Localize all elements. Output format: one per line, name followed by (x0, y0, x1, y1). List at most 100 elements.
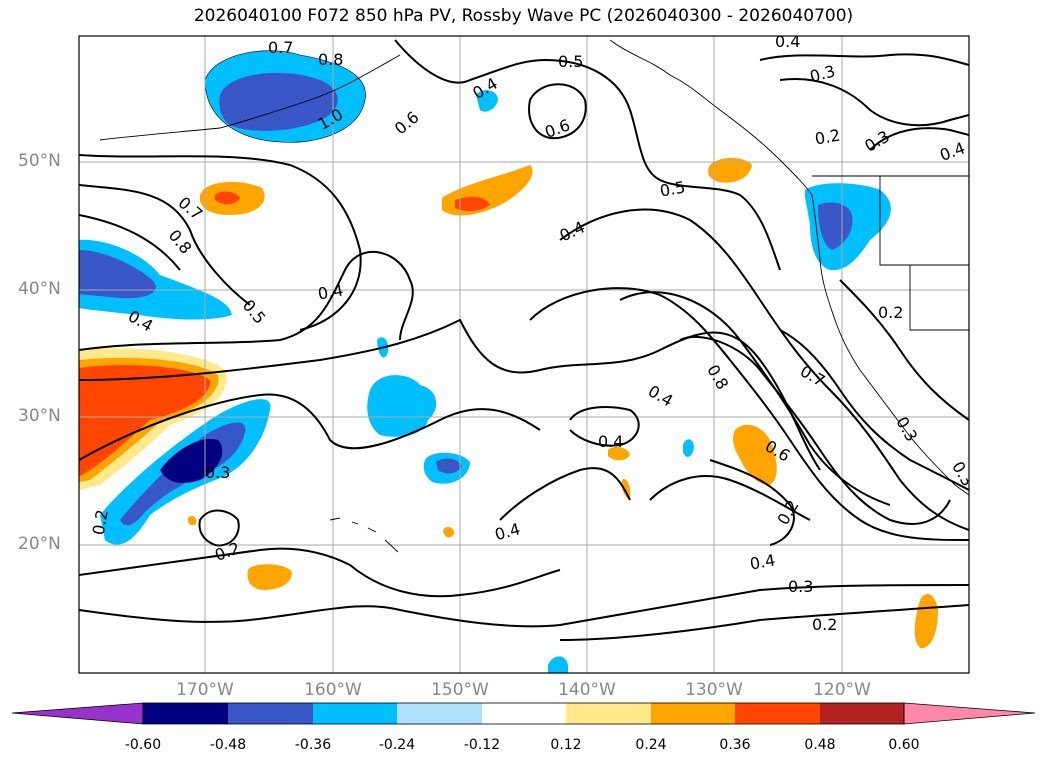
contour-7 (79, 547, 561, 598)
chart-title: 2026040100 F072 850 hPa PV, Rossby Wave … (193, 6, 854, 26)
contour-label: 0.4 (598, 432, 623, 451)
contour-14 (679, 335, 951, 525)
colorbar-tick: -0.60 (124, 737, 162, 753)
pv-contours (79, 39, 969, 641)
contour-label: 0.3 (205, 463, 230, 482)
contour-label: 0.2 (212, 538, 242, 565)
contour-8 (79, 584, 969, 628)
colorbar-tick: 0.48 (804, 737, 836, 753)
colorbar-tick: -0.36 (294, 737, 332, 753)
contour-label: 0.2 (813, 125, 841, 148)
fill-neg-small-4 (548, 656, 568, 673)
lat-label-20n: 20°N (18, 534, 61, 554)
colorbar-seg (228, 703, 313, 724)
lon-label-140w: 140°W (558, 680, 616, 700)
fill-pos-se (733, 424, 777, 485)
colorbar-tick: 0.12 (550, 737, 582, 753)
colorbar-tick: -0.24 (378, 737, 416, 753)
colorbar-seg (143, 703, 228, 724)
colorbar-tick: -0.48 (209, 737, 247, 753)
fill-pos-west-core (79, 365, 211, 476)
fill-pos-central-core (455, 196, 490, 212)
colorbar-tick: 0.36 (719, 737, 751, 753)
colorbar (11, 702, 1036, 725)
colorbar-frame (142, 702, 905, 725)
fill-pos-small-4 (443, 527, 455, 538)
contour-10 (394, 39, 781, 271)
colorbar-seg (735, 703, 820, 724)
contour-5 (79, 318, 821, 471)
contour-18 (869, 127, 969, 151)
colorbar-seg (482, 703, 566, 724)
colorbar-seg (313, 703, 397, 724)
lon-label-170w: 170°W (176, 680, 234, 700)
contour-17 (779, 78, 969, 127)
contour-label: 0.4 (748, 550, 776, 573)
contour-13 (529, 287, 969, 541)
us-border (812, 175, 969, 331)
contour-1 (79, 154, 362, 331)
hawaii-islands (329, 517, 399, 553)
lon-label-160w: 160°W (304, 680, 362, 700)
fill-pos-far-se (914, 594, 938, 649)
contour-label: 0.6 (391, 107, 423, 138)
fill-neg-sw-core (160, 439, 223, 483)
contour-4 (79, 251, 414, 351)
contour-label: 0.3 (948, 458, 977, 490)
lat-label-40n: 40°N (18, 279, 61, 299)
contour-15 (619, 291, 891, 506)
contour-label: 0.3 (788, 577, 813, 596)
contour-label: 0.4 (775, 32, 800, 51)
fill-neg-west-1-core (79, 250, 156, 299)
lon-label-150w: 150°W (431, 680, 489, 700)
contour-label: 0.8 (703, 361, 732, 393)
contour-label: 0.7 (268, 38, 293, 57)
contour-6 (79, 393, 541, 461)
contour-20 (569, 406, 640, 447)
contour-label: 0.4 (493, 519, 523, 544)
contour-22 (649, 475, 811, 521)
contour-label: 0.5 (558, 52, 583, 71)
contour-23 (709, 459, 795, 546)
colorbar-arrow-right (903, 702, 1036, 725)
contour-24 (779, 329, 969, 491)
contour-label: 0.4 (557, 217, 588, 245)
contour-label: 0.2 (812, 615, 837, 634)
fill-pos-small-2 (608, 447, 630, 461)
fill-pos-small-5 (187, 515, 197, 526)
fill-neg-small-3 (683, 439, 694, 457)
contour-19 (198, 509, 240, 547)
contour-9 (559, 604, 969, 641)
coastlines (99, 39, 969, 553)
contour-2 (79, 184, 251, 306)
contour-label: 0.3 (808, 61, 838, 86)
lon-label-130w: 130°W (685, 680, 743, 700)
colorbar-seg (820, 703, 904, 724)
colorbar-tick: 0.24 (635, 737, 667, 753)
contour-11 (528, 83, 587, 140)
contour-label: 0.4 (316, 280, 344, 303)
alaska-coast (609, 39, 813, 196)
fill-neg-aleutian-core (219, 72, 338, 131)
fill-neg-small-1 (476, 90, 498, 112)
contour-16 (759, 53, 969, 66)
contour-labels: 0.7 0.8 1.0 0.6 0.4 0.5 0.6 0.4 0.3 0.2 … (89, 32, 977, 634)
colorbar-seg (397, 703, 482, 724)
contour-label: 0.4 (645, 381, 677, 410)
contour-label: 0.2 (89, 508, 112, 536)
lat-label-50n: 50°N (18, 151, 61, 171)
fill-pos-nw-core (215, 191, 240, 205)
contour-25 (839, 279, 969, 421)
contour-21 (499, 467, 631, 521)
contour-label: 0.8 (318, 50, 343, 69)
aleutian-chain (99, 54, 401, 141)
colorbar-tick: -0.12 (463, 737, 501, 753)
lat-label-30n: 30°N (18, 406, 61, 426)
contour-label: 0.5 (658, 177, 686, 200)
lon-label-120w: 120°W (813, 680, 871, 700)
fill-neg-central (367, 375, 437, 437)
colorbar-arrow-left (11, 702, 144, 725)
colorbar-seg (651, 703, 735, 724)
contour-label: 0.6 (542, 115, 572, 142)
